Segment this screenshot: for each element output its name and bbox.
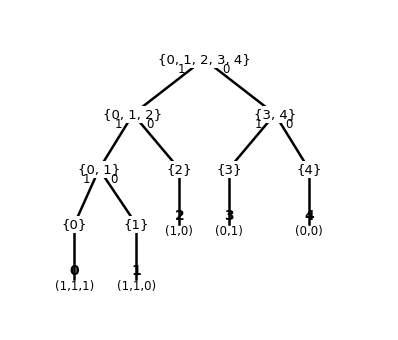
Text: {0, 1, 2}: {0, 1, 2} <box>103 107 163 121</box>
Text: 1: 1 <box>83 173 91 186</box>
Text: 1: 1 <box>131 264 141 278</box>
Text: 0: 0 <box>222 63 230 75</box>
Text: 0: 0 <box>70 264 79 278</box>
Text: {1}: {1} <box>123 218 149 231</box>
Text: 2: 2 <box>174 209 184 223</box>
Text: 1: 1 <box>254 118 262 131</box>
Text: 0: 0 <box>146 118 154 131</box>
Text: {2}: {2} <box>166 163 192 175</box>
Text: {3, 4}: {3, 4} <box>254 107 296 121</box>
Text: 4: 4 <box>304 209 314 223</box>
Text: {0, 1, 2, 3, 4}: {0, 1, 2, 3, 4} <box>158 53 250 66</box>
Text: {0}: {0} <box>62 218 87 231</box>
Text: (1,1,0): (1,1,0) <box>117 280 156 293</box>
Text: {3}: {3} <box>216 163 242 175</box>
Text: (1,1,1): (1,1,1) <box>55 280 94 293</box>
Text: (0,1): (0,1) <box>215 225 243 238</box>
Text: (1,0): (1,0) <box>165 225 193 238</box>
Text: 1: 1 <box>178 63 185 75</box>
Text: {0, 1}: {0, 1} <box>78 163 120 175</box>
Text: 3: 3 <box>224 209 234 223</box>
Text: {4}: {4} <box>296 163 322 175</box>
Text: 0: 0 <box>285 118 293 131</box>
Text: 0: 0 <box>110 173 118 186</box>
Text: 1: 1 <box>115 118 123 131</box>
Text: (0,0): (0,0) <box>295 225 323 238</box>
